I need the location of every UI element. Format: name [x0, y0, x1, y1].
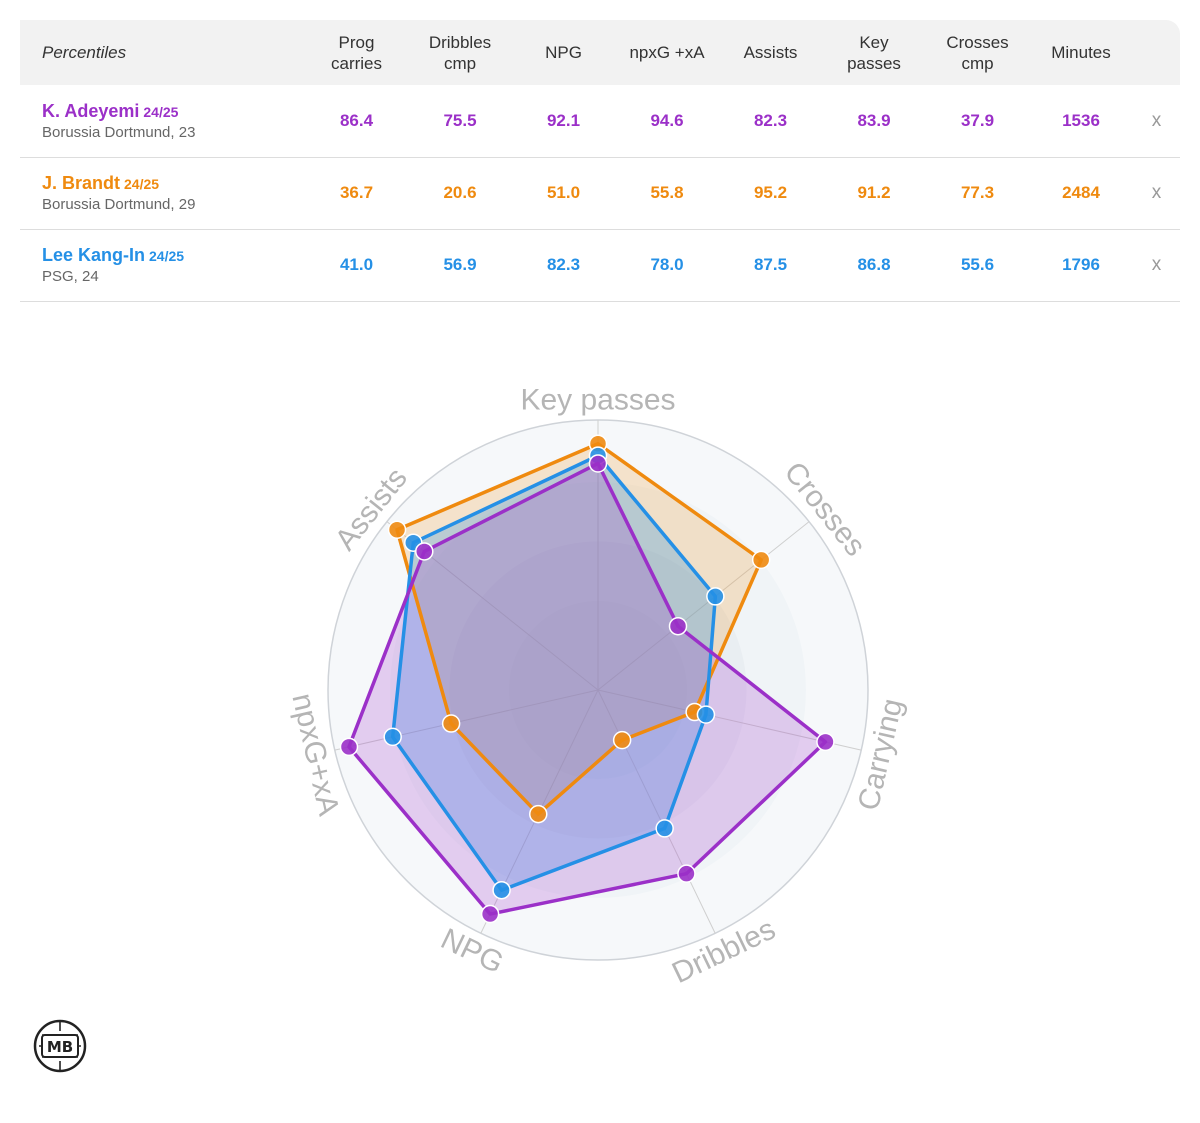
- player-cell: Lee Kang-In 24/25 PSG, 24: [20, 229, 305, 301]
- data-point: [441, 714, 461, 733]
- table-header-row: Percentiles Prog carries Dribbles cmp NPG …: [20, 20, 1180, 85]
- column-header: Assists: [743, 43, 798, 62]
- value-cell: 82.3: [753, 110, 788, 130]
- column-header: Key passes: [847, 32, 901, 73]
- club-label: Borussia Dortmund, 23: [42, 123, 196, 141]
- data-point: [492, 880, 511, 900]
- axis-label: Key passes: [520, 384, 675, 417]
- player-name[interactable]: Lee Kang-In: [42, 245, 146, 265]
- club-label: Borussia Dortmund, 29: [42, 196, 196, 213]
- radar-spoke: [334, 689, 599, 751]
- series-area: [348, 463, 826, 915]
- season-label: 24/25: [143, 103, 179, 120]
- column-header: npxG +xA: [629, 43, 705, 62]
- data-point: [816, 732, 835, 752]
- series-area: [392, 455, 716, 891]
- value-cell: 75.5: [443, 110, 477, 130]
- player-name[interactable]: J. Brandt: [42, 173, 121, 193]
- value-cell: 95.2: [753, 183, 788, 202]
- remove-player-button[interactable]: x: [1151, 182, 1162, 203]
- value-cell: 86.4: [339, 110, 374, 130]
- table-row: J. Brandt 24/25 Borussia Dortmund, 29 36.…: [20, 157, 1180, 229]
- column-header: Dribbles cmp: [428, 32, 492, 73]
- column-header: Crosses cmp: [946, 32, 1009, 73]
- table-row: K. Adeyemi 24/25 Borussia Dortmund, 23 86…: [20, 85, 1180, 157]
- value-cell: 92.1: [546, 110, 581, 130]
- value-cell: 2484: [1062, 183, 1100, 202]
- player-cell: K. Adeyemi 24/25 Borussia Dortmund, 23: [20, 85, 305, 157]
- series-line: [395, 442, 763, 816]
- series-line: [390, 453, 718, 892]
- remove-player-button[interactable]: x: [1151, 254, 1162, 275]
- data-point: [415, 542, 434, 561]
- data-point: [706, 587, 725, 606]
- value-cell: 56.9: [443, 255, 477, 274]
- value-cell: 55.8: [650, 183, 684, 202]
- data-point: [588, 454, 608, 473]
- table-row: Lee Kang-In 24/25 PSG, 24 41.0 56.9 82.3 …: [20, 229, 1180, 301]
- column-header: Minutes: [1051, 43, 1111, 62]
- value-cell: 51.0: [546, 183, 581, 202]
- data-point: [383, 727, 402, 747]
- data-point: [612, 730, 632, 750]
- data-point: [655, 819, 674, 838]
- percentiles-header: Percentiles: [42, 43, 127, 62]
- data-point: [696, 705, 716, 724]
- value-cell: 82.3: [546, 255, 581, 274]
- data-point: [751, 550, 771, 570]
- value-cell: 37.9: [960, 110, 995, 130]
- value-cell: 94.6: [650, 110, 684, 130]
- value-cell: 91.2: [857, 183, 891, 202]
- player-cell: J. Brandt 24/25 Borussia Dortmund, 29: [20, 157, 305, 229]
- value-cell: 87.5: [753, 255, 788, 274]
- value-cell: 78.0: [650, 255, 684, 274]
- value-cell: 86.8: [857, 255, 891, 274]
- value-cell: 1796: [1062, 255, 1100, 274]
- series-line: [347, 461, 828, 916]
- value-cell: 41.0: [339, 255, 374, 274]
- data-point: [668, 616, 688, 636]
- radar-spoke: [597, 689, 716, 934]
- season-label: 24/25: [149, 248, 185, 264]
- value-cell: 83.9: [857, 110, 891, 130]
- data-point: [480, 904, 500, 924]
- column-header: Prog carries: [330, 32, 382, 73]
- season-label: 24/25: [124, 176, 160, 192]
- value-cell: 1536: [1062, 110, 1100, 130]
- value-cell: 36.7: [339, 183, 374, 202]
- radar-spoke: [597, 521, 810, 691]
- percentiles-table: Percentiles Prog carries Dribbles cmp NPG …: [20, 20, 1180, 302]
- value-cell: 20.6: [443, 183, 477, 202]
- logo: MB: [33, 1019, 87, 1073]
- data-point: [529, 804, 548, 824]
- player-name[interactable]: K. Adeyemi: [42, 100, 140, 121]
- data-point: [387, 520, 407, 539]
- remove-player-button[interactable]: x: [1151, 109, 1162, 131]
- value-cell: 77.3: [960, 183, 995, 202]
- club-label: PSG, 24: [42, 268, 99, 285]
- value-cell: 55.6: [960, 255, 995, 274]
- data-point: [677, 864, 696, 883]
- logo-text: MB: [47, 1038, 73, 1056]
- data-point: [339, 737, 359, 757]
- column-header: NPG: [545, 43, 582, 62]
